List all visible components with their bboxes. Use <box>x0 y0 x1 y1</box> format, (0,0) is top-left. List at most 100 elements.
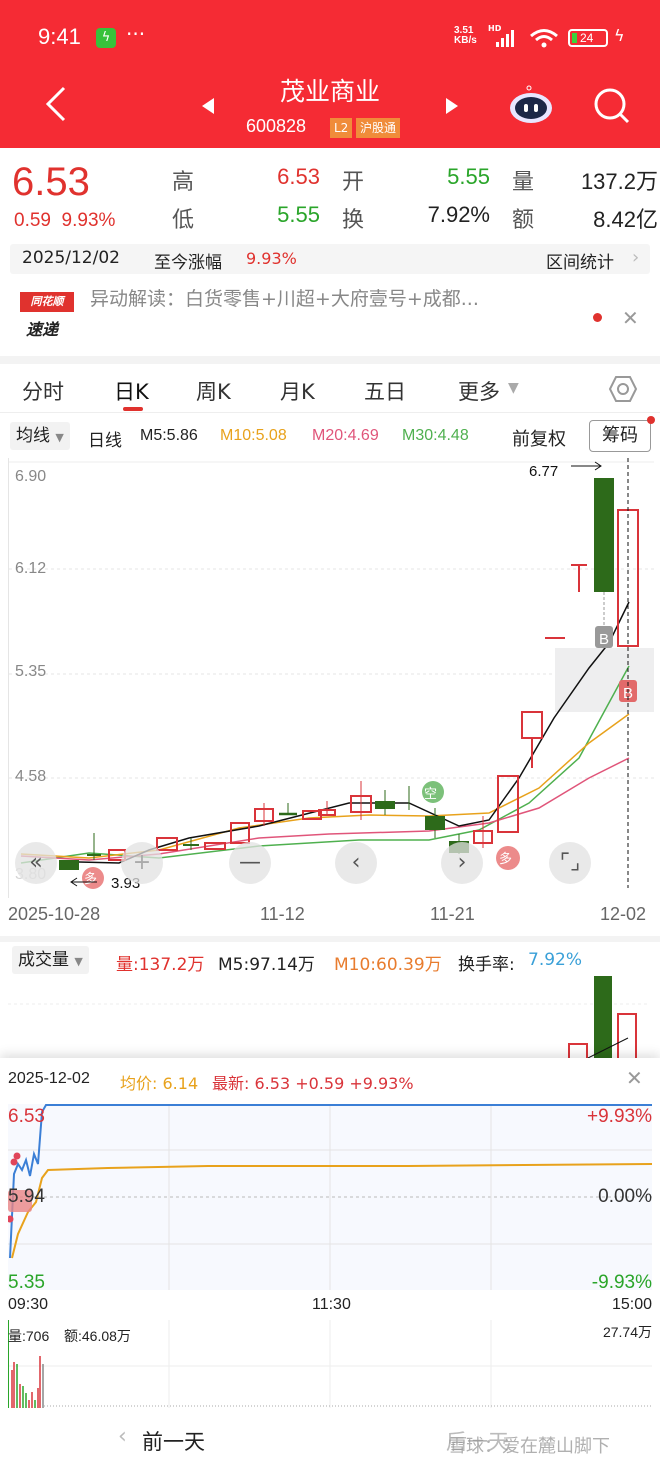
volume-m5: M5:97.14万 <box>218 955 315 975</box>
scroll-right-button[interactable]: › <box>441 842 483 884</box>
indicator-selector[interactable]: 均线 ▼ <box>10 422 70 450</box>
scroll-left-button[interactable]: ‹ <box>335 842 377 884</box>
intraday-amount-value: 额:46.08万 <box>64 1328 131 1344</box>
stock-code: 600828 <box>246 116 307 136</box>
news-logo-bottom: 速递 <box>26 320 59 339</box>
popup-date: 2025-12-02 <box>8 1070 90 1087</box>
volume-indicator-selector[interactable]: 成交量 ▼ <box>12 946 89 974</box>
charging-app-icon: ϟ <box>96 28 116 48</box>
amount-value: 8.42亿 <box>593 207 658 232</box>
chips-button[interactable]: 筹码 <box>589 420 651 452</box>
high-label: 高 <box>172 170 195 195</box>
tab-intraday[interactable]: 分时 <box>22 380 64 404</box>
volume-legend: 成交量 ▼ 量:137.2万 M5:97.14万 M10:60.39万 换手率:… <box>0 936 660 976</box>
previous-day-button[interactable]: 前一天 <box>142 1430 205 1454</box>
low-label: 低 <box>172 208 195 233</box>
time-tick-close: 15:00 <box>611 1296 652 1313</box>
prev-stock-icon[interactable] <box>200 96 216 116</box>
time-tick-midday: 11:30 <box>312 1296 351 1313</box>
zoom-out-button[interactable]: — <box>229 842 271 884</box>
turnover-value: 7.92% <box>427 202 490 227</box>
hsgt-tag: 沪股通 <box>356 118 401 138</box>
gain-label: 至今涨幅 <box>154 253 222 273</box>
svg-text:B: B <box>623 685 633 702</box>
news-banner[interactable]: 同花顺 速递 异动解读：白货零售+川超+大府壹号+成都... ✕ <box>0 276 660 352</box>
range-stats-strip[interactable]: 2025/12/02 至今涨幅 9.93% 区间统计 › <box>10 244 650 274</box>
chart-tabs: 分时 日K 周K 月K 五日 更多 ▼ <box>0 356 660 412</box>
latest-price: 最新: 6.53 +0.59 +9.93% <box>212 1074 414 1093</box>
ma10-value: M10:5.08 <box>220 427 287 444</box>
y-tick-458: 4.58 <box>15 768 47 785</box>
y-tick-690: 6.90 <box>15 468 47 485</box>
divider <box>0 412 660 413</box>
range-stats-button[interactable]: 区间统计 <box>546 253 614 273</box>
news-text[interactable]: 异动解读：白货零售+川超+大府壹号+成都... <box>90 288 479 310</box>
turnover-rate-label: 换手率: <box>458 955 515 975</box>
x-tick-1112: 11-12 <box>260 904 305 924</box>
scroll-start-button[interactable]: « <box>15 842 57 884</box>
network-speed: 3.51 KB/s <box>454 25 477 46</box>
turnover-rate-value: 7.92% <box>528 950 583 970</box>
intraday-popup: 2025-12-02 均价: 6.14 最新: 6.53 +0.59 +9.93… <box>0 1058 660 1467</box>
intraday-high-pct: +9.93% <box>587 1106 652 1127</box>
robot-assistant-icon[interactable] <box>508 84 554 124</box>
volume-chart <box>8 976 650 1058</box>
ma-legend: 均线 ▼ 日线 M5:5.86 M10:5.08 M20:4.69 M30:4.… <box>0 416 660 454</box>
tab-more[interactable]: 更多 <box>458 380 500 404</box>
volume-today: 量:137.2万 <box>116 955 205 975</box>
charging-icon: ϟ <box>614 26 625 45</box>
price-change: 0.59 9.93% <box>14 210 116 231</box>
close-popup-icon[interactable]: ✕ <box>626 1066 643 1090</box>
y-tick-535: 5.35 <box>15 663 47 680</box>
high-value: 6.53 <box>277 164 320 189</box>
settings-icon[interactable] <box>608 374 638 404</box>
turnover-label: 换 <box>342 208 365 233</box>
volume-m10: M10:60.39万 <box>334 955 442 975</box>
back-icon[interactable] <box>44 86 68 122</box>
intraday-volume-value: 量:706 <box>8 1328 50 1344</box>
svg-text:6.77: 6.77 <box>529 463 558 480</box>
intraday-low-pct: -9.93% <box>591 1272 652 1293</box>
signal-icon <box>496 30 514 47</box>
kline-chart[interactable]: B B 空 多 多 6.77 3.93 6.90 6.12 5.35 4.58 … <box>8 458 654 901</box>
watermark: 雪球：爱在麓山脚下 <box>448 1436 610 1457</box>
app-header: 9:41 ϟ ··· 3.51 KB/s HD 24 ϟ 茂业商业 600828 … <box>0 0 660 148</box>
tab-weekly-k[interactable]: 周K <box>196 380 231 404</box>
gain-value: 9.93% <box>246 249 297 268</box>
current-price: 6.53 <box>12 160 90 204</box>
l2-tag: L2 <box>330 118 353 138</box>
chevron-right-icon: › <box>632 247 640 268</box>
intraday-low-label: 5.35 <box>8 1272 45 1293</box>
x-tick-start: 2025-10-28 <box>8 904 101 924</box>
intraday-high-label: 6.53 <box>8 1106 45 1127</box>
chevron-left-icon: ‹ <box>118 1424 127 1449</box>
intraday-volume-max: 27.74万 <box>602 1324 652 1340</box>
time-tick-open: 09:30 <box>8 1296 49 1313</box>
status-time: 9:41 <box>38 24 81 49</box>
tab-five-day[interactable]: 五日 <box>364 380 406 404</box>
x-tick-1202: 12-02 <box>600 904 647 924</box>
tab-daily-k[interactable]: 日K <box>114 380 149 404</box>
svg-text:多: 多 <box>84 871 97 887</box>
tab-monthly-k[interactable]: 月K <box>280 380 315 404</box>
volume-label: 量 <box>512 170 535 195</box>
intraday-price-chart[interactable] <box>8 1104 652 1290</box>
search-icon[interactable] <box>592 86 632 126</box>
more-dropdown-icon: ▼ <box>508 380 519 396</box>
news-logo-top: 同花顺 <box>20 292 74 312</box>
amount-label: 额 <box>512 208 535 233</box>
hd-label: HD <box>488 24 502 33</box>
adjust-mode[interactable]: 前复权 <box>512 429 566 450</box>
intraday-base-label: 5.94 <box>8 1186 45 1207</box>
y-tick-612: 6.12 <box>15 560 47 577</box>
intraday-volume-chart <box>8 1320 652 1408</box>
next-stock-icon[interactable] <box>444 96 460 116</box>
fullscreen-button[interactable]: ⌜⌟ <box>549 842 591 884</box>
next-day-button[interactable]: 后一天 <box>446 1430 509 1454</box>
zoom-in-button[interactable]: + <box>121 842 163 884</box>
close-news-icon[interactable]: ✕ <box>622 306 639 330</box>
intraday-base-pct: 0.00% <box>598 1186 652 1207</box>
more-notifications-icon: ··· <box>126 22 146 46</box>
low-value: 5.55 <box>277 202 320 227</box>
volume-value: 137.2万 <box>580 169 658 194</box>
